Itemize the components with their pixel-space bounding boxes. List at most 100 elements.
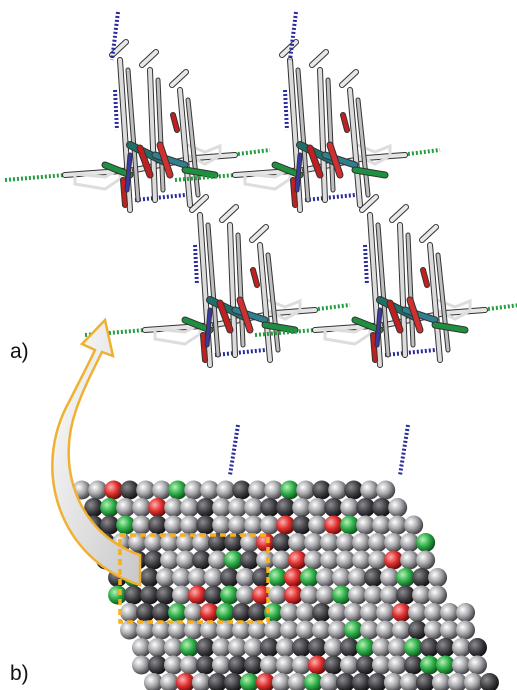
atom [316,568,336,587]
bond [390,205,408,222]
atom [271,673,291,690]
atom [136,480,156,500]
bond [340,70,358,87]
atom [204,568,224,587]
atom [324,515,344,535]
contact [304,193,356,202]
bond [157,142,173,178]
atom [324,498,344,517]
atom [236,585,256,605]
atom [384,550,404,570]
atom [288,550,308,570]
atom [116,498,136,517]
atom [260,515,280,535]
atom [355,638,375,657]
atom [435,638,455,657]
bond [407,297,423,333]
atom [208,533,228,552]
atom [376,603,396,622]
atom [144,533,164,552]
atom [412,585,432,605]
atom [456,620,476,640]
atom [268,568,288,587]
contact [193,244,199,286]
atom [287,673,307,690]
atom [168,603,188,622]
atom [367,673,387,690]
atom [372,515,392,535]
bond [190,195,208,212]
bond [352,317,383,333]
bond [193,153,237,160]
atom [388,515,408,535]
bond [318,68,327,202]
atom [396,585,416,605]
bond [137,145,153,178]
atom [412,568,432,587]
atom [192,550,212,570]
atom [104,480,124,500]
bond [432,322,468,333]
atom [307,655,327,675]
atom [248,603,268,622]
atom [227,655,247,675]
atom [308,498,328,517]
contact [479,303,517,312]
bond [156,78,165,192]
atom [227,638,247,657]
atom [360,620,380,640]
atom [216,620,236,640]
atom [228,515,248,535]
atom [479,673,499,690]
atom [179,655,199,675]
bond [251,268,259,287]
atom [175,673,195,690]
atom [467,655,487,675]
atom [184,620,204,640]
atom [428,568,448,587]
atom [243,638,263,657]
atom [400,550,420,570]
bond [421,268,429,287]
bond [220,205,238,222]
atom [296,480,316,500]
atom [296,620,316,640]
atom [131,655,151,675]
atom [440,620,460,640]
bond [443,308,487,315]
atom [336,533,356,552]
atom [368,550,388,570]
atom [339,655,359,675]
atom [416,550,436,570]
atom [120,603,140,622]
atom [303,673,323,690]
atom [88,480,108,500]
atom [259,655,279,675]
atom [356,515,376,535]
contact [134,193,186,202]
atom [388,498,408,517]
contact [214,348,266,357]
atom [415,673,435,690]
atom [160,550,180,570]
atom [419,655,439,675]
atom [212,515,232,535]
highlight-box [118,533,270,624]
atom [196,498,216,517]
atom [300,568,320,587]
atom [207,673,227,690]
atom [220,585,240,605]
atom [148,515,168,535]
atom [156,585,176,605]
atom [191,673,211,690]
atom [456,603,476,622]
atom [172,585,192,605]
bond [322,152,358,168]
atom [451,655,471,675]
atom [360,603,380,622]
atom [312,480,332,500]
bond [296,68,310,202]
atom [176,533,196,552]
atom [435,655,455,675]
bond [356,98,370,197]
